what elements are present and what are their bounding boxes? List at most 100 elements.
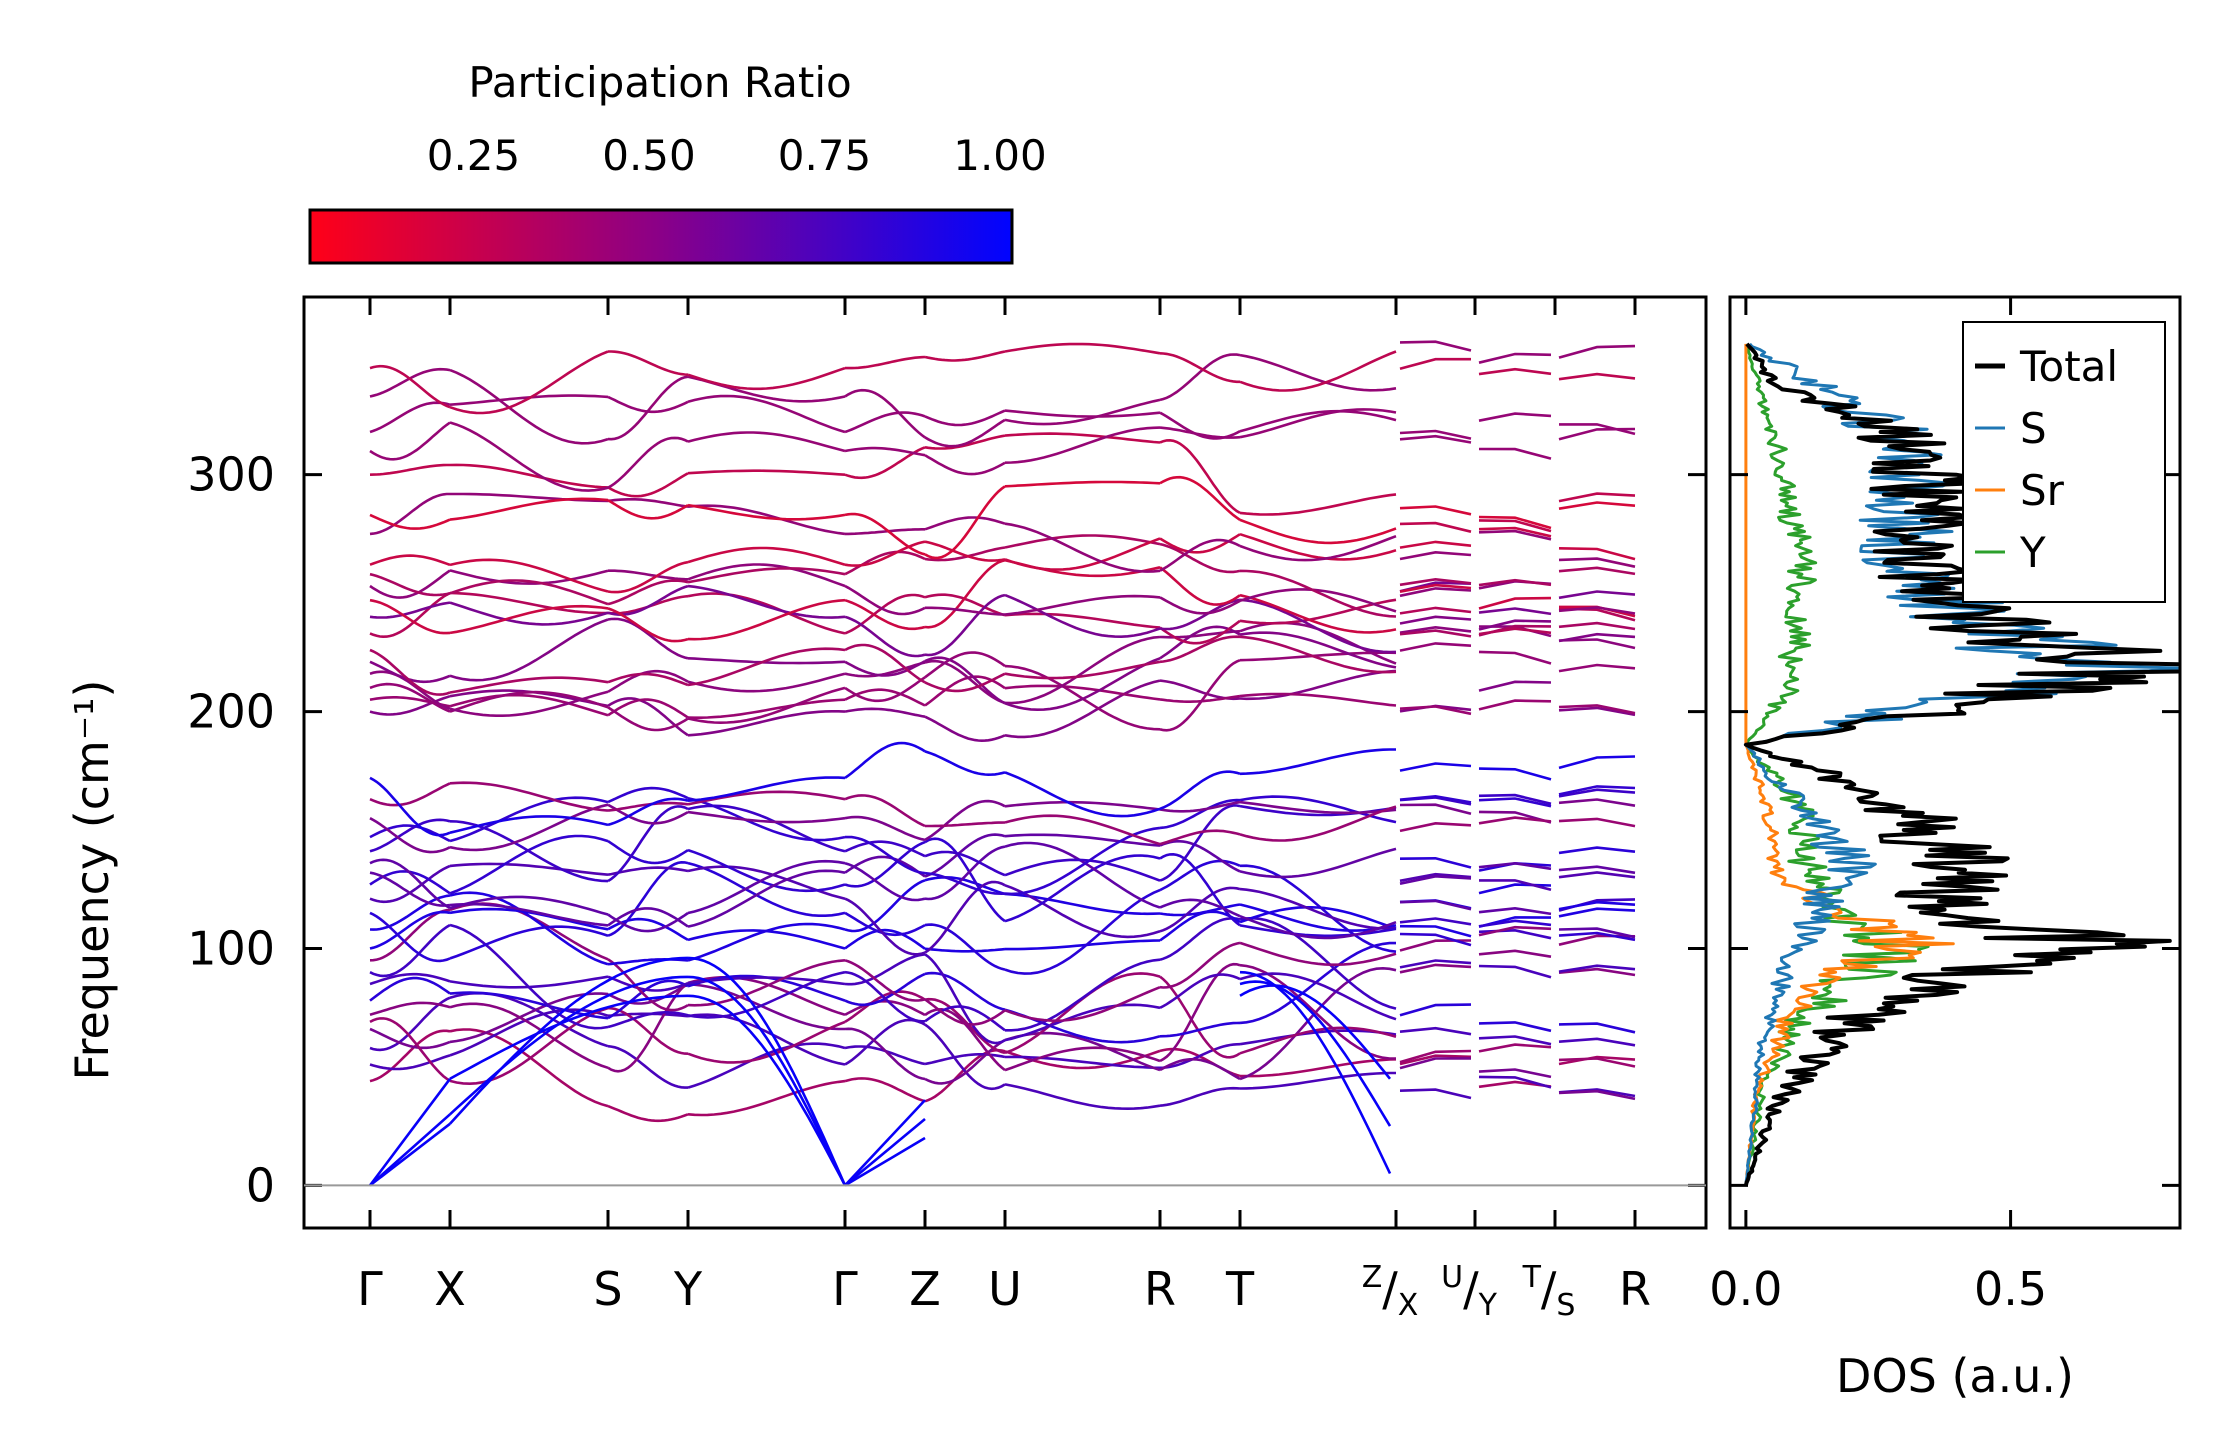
x-tick-label: Y [673,1262,703,1316]
band-curve [1159,898,1241,918]
band-curve [924,516,1006,531]
band-curve [1004,426,1161,464]
y-tick-label: 300 [187,448,275,502]
band-curve [1004,888,1161,975]
band-curve [1004,537,1161,571]
band-curve [687,859,846,915]
band-curve [369,817,451,854]
band-curve [1558,706,1636,717]
band-curve [449,902,609,927]
band-curve [687,1042,846,1089]
colorbar: Participation Ratio 0.25 0.50 0.75 1.00 [308,58,1047,265]
band-curve [844,1136,926,1187]
band-curve [1239,408,1397,439]
band-curve [1558,907,1636,918]
band-curve [1558,638,1636,650]
band-curve [687,776,846,802]
band-curve [1239,598,1397,654]
band-curve [1004,771,1161,818]
band-curve [1558,1037,1636,1047]
x-tick-label: R [1144,1262,1176,1316]
band-curve [687,976,846,1017]
band-curve [607,840,689,865]
band-curve [924,656,1006,705]
band-curve [449,421,609,492]
band-curve [449,994,689,1080]
band-curve [449,803,609,852]
band-curve [1558,427,1636,441]
band-curve [924,875,1006,896]
band-curve [1558,934,1636,946]
band-curve [687,869,846,928]
band-curve [1478,906,1552,916]
band-curve [924,923,1006,971]
band-curve [844,643,926,684]
band-curve [924,659,1006,705]
band-curve [607,805,689,883]
band-curve [369,364,451,409]
band-curve [844,840,926,858]
band-curve [1558,931,1636,942]
band-curve [687,994,847,1186]
band-curve [369,776,451,837]
band-curve [1478,526,1552,538]
band-curve [1004,814,1161,846]
band-curve [449,796,609,843]
band-curve [1399,917,1472,926]
band-curve [369,513,451,530]
band-curve [1399,963,1472,974]
band-curve [844,676,926,703]
band-curve [924,845,1006,901]
band-curve [1399,606,1472,615]
band-curve [369,923,451,978]
band-curve [1159,353,1241,402]
x-tick-label: U/Y [1441,1260,1497,1323]
band-curve [1239,924,1397,938]
band-curve [369,910,451,950]
band-curve [607,698,689,719]
band-curve [844,953,926,986]
band-curve [1399,932,1472,947]
band-curve [1478,367,1552,376]
colorbar-label: Participation Ratio [468,58,851,107]
band-curve [1478,578,1552,587]
band-curve [449,815,609,834]
band-curve [1478,861,1552,871]
band-curve [1239,635,1397,674]
band-curve [1558,547,1636,561]
band-curve [1558,900,1636,911]
colorbar-gradient [308,208,1014,265]
band-curve [687,810,846,824]
band-curve [1004,398,1161,426]
band-curve [844,688,926,707]
band-curve [607,911,689,933]
band-curve [1159,903,1241,917]
dos-curve-total [1743,342,2180,1186]
band-curve [1558,663,1636,673]
band-curve [924,1038,1006,1085]
band-curve [1478,619,1552,631]
band-curve [369,1001,451,1017]
band-curve [369,401,451,434]
band-curve [844,512,926,556]
band-curve [1004,841,1161,909]
band-curve [844,615,926,658]
band-curve [1478,925,1552,937]
dos-curve-sr [1744,343,1955,1186]
band-curve [607,1104,689,1123]
dos-curve-y [1744,343,1930,1186]
band-curve [1159,596,1241,615]
band-curve [1478,519,1552,533]
colorbar-tick-label: 0.75 [778,131,872,180]
band-curve [1558,846,1636,855]
band-curve [369,601,451,619]
band-curve [369,976,451,1002]
band-curve [1399,583,1472,593]
band-curve [1478,816,1552,825]
band-curve [1004,594,1161,616]
x-tick-label: Z [909,1262,941,1316]
band-curve [1478,964,1552,979]
band-curve [1239,493,1397,516]
band-curve [449,601,609,626]
band-curve [1399,577,1472,587]
